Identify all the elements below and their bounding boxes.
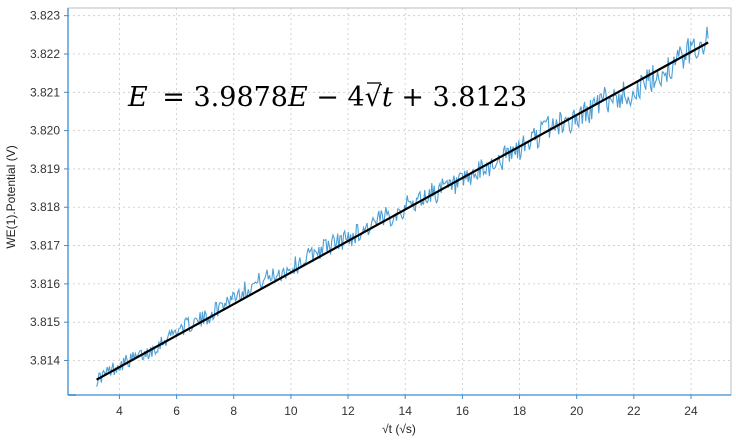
x-tick-label: 22 (627, 404, 641, 418)
y-tick-label: 3.822 (30, 47, 60, 61)
equation-tail: + 3.8123 (393, 82, 527, 113)
series-layer (96, 26, 709, 387)
x-tick-label: 4 (116, 404, 123, 418)
y-tick-label: 3.818 (30, 200, 60, 214)
y-tick-label: 3.821 (30, 85, 60, 99)
y-axis-ticks: 3.814 3.815 3.816 3.817 3.818 3.819 3.820 3.821… (30, 9, 68, 368)
x-axis-label: √t (√s) (382, 422, 416, 436)
x-tick-label: 10 (284, 404, 298, 418)
y-tick-label: 3.815 (30, 315, 60, 329)
y-tick-label: 3.814 (30, 354, 60, 368)
linear-fit-line (96, 41, 709, 381)
equation-sqrt-sign: √ (365, 82, 383, 113)
equation-mid: − 4 (308, 82, 365, 113)
y-tick-label: 3.819 (30, 162, 60, 176)
x-tick-label: 20 (570, 404, 584, 418)
measured-potential-trace (96, 26, 709, 387)
y-axis-label: WE(1).Potential (V) (4, 145, 18, 248)
x-tick-label: 18 (513, 404, 527, 418)
fit-equation: E = 3.9878E − 4√t + 3.8123 (127, 82, 527, 113)
x-tick-label: 12 (341, 404, 355, 418)
y-tick-label: 3.820 (30, 124, 60, 138)
equation-coefficient: = 3.9878 (154, 82, 288, 113)
equation-e-1: E (127, 82, 148, 113)
x-tick-label: 6 (173, 404, 180, 418)
y-tick-label: 3.816 (30, 277, 60, 291)
x-tick-label: 8 (230, 404, 237, 418)
x-tick-label: 14 (399, 404, 413, 418)
x-axis-ticks: 4 6 8 10 12 14 16 18 20 22 24 (116, 395, 698, 418)
grid-lines (68, 8, 731, 395)
equation-t: t (382, 82, 393, 113)
y-tick-label: 3.817 (30, 239, 60, 253)
x-tick-label: 16 (456, 404, 470, 418)
equation-e-2: E (287, 82, 308, 113)
plot-frame (67, 7, 732, 396)
y-tick-label: 3.823 (30, 9, 60, 23)
x-tick-label: 24 (684, 404, 698, 418)
